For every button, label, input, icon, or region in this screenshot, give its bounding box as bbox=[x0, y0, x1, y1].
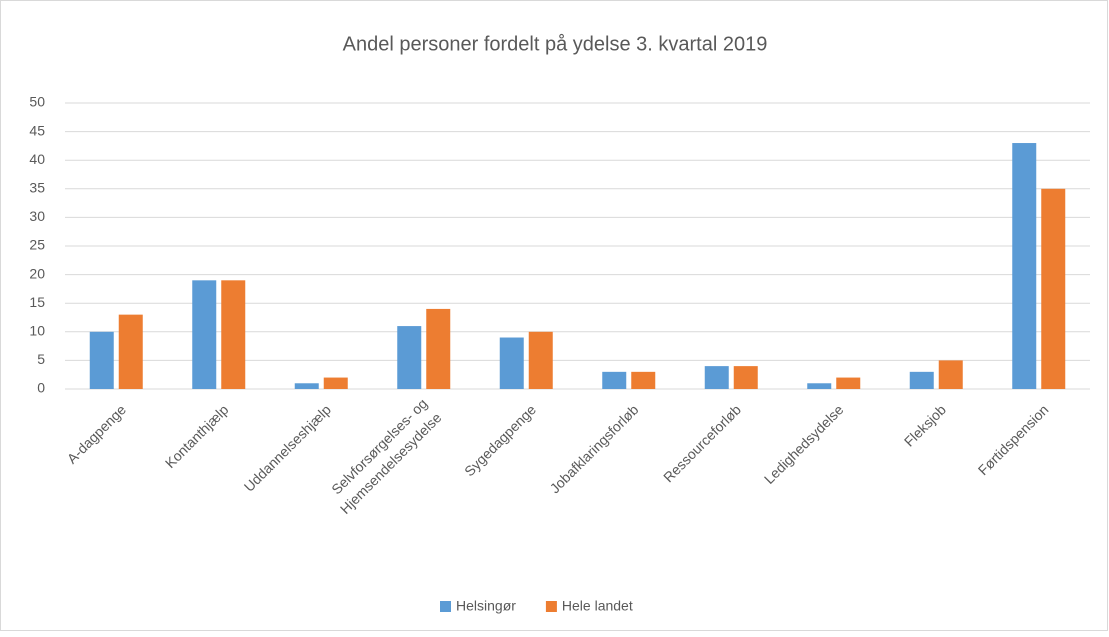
y-tick-label: 25 bbox=[29, 237, 45, 253]
bar bbox=[704, 366, 729, 389]
bar bbox=[807, 383, 832, 389]
bar bbox=[528, 331, 553, 389]
y-tick-label: 50 bbox=[29, 94, 45, 110]
y-tick-label: 0 bbox=[37, 380, 45, 396]
bar bbox=[836, 377, 861, 389]
legend-label: Helsingør bbox=[456, 598, 516, 614]
bar bbox=[602, 371, 627, 389]
y-tick-label: 20 bbox=[29, 265, 45, 281]
y-tick-label: 5 bbox=[37, 351, 45, 367]
bar bbox=[192, 280, 217, 389]
bar bbox=[1041, 188, 1066, 389]
bar bbox=[631, 371, 656, 389]
legend-swatch bbox=[440, 601, 451, 612]
bar bbox=[426, 308, 451, 389]
y-tick-label: 15 bbox=[29, 294, 45, 310]
bar bbox=[499, 337, 524, 389]
chart-title: Andel personer fordelt på ydelse 3. kvar… bbox=[343, 33, 768, 55]
y-tick-label: 10 bbox=[29, 323, 45, 339]
bar bbox=[294, 383, 319, 389]
bar bbox=[89, 331, 114, 389]
y-tick-label: 35 bbox=[29, 180, 45, 196]
bar bbox=[733, 366, 758, 389]
legend-swatch bbox=[545, 601, 557, 612]
y-tick-label: 45 bbox=[29, 122, 45, 138]
bar bbox=[938, 360, 963, 389]
bar bbox=[1012, 143, 1037, 389]
bar bbox=[221, 280, 246, 389]
bar bbox=[118, 314, 143, 389]
bar bbox=[397, 326, 422, 389]
bar bbox=[909, 371, 934, 389]
legend-label: Hele landet bbox=[562, 598, 633, 614]
y-tick-label: 30 bbox=[29, 208, 45, 224]
y-tick-label: 40 bbox=[29, 151, 45, 167]
bar bbox=[323, 377, 348, 389]
